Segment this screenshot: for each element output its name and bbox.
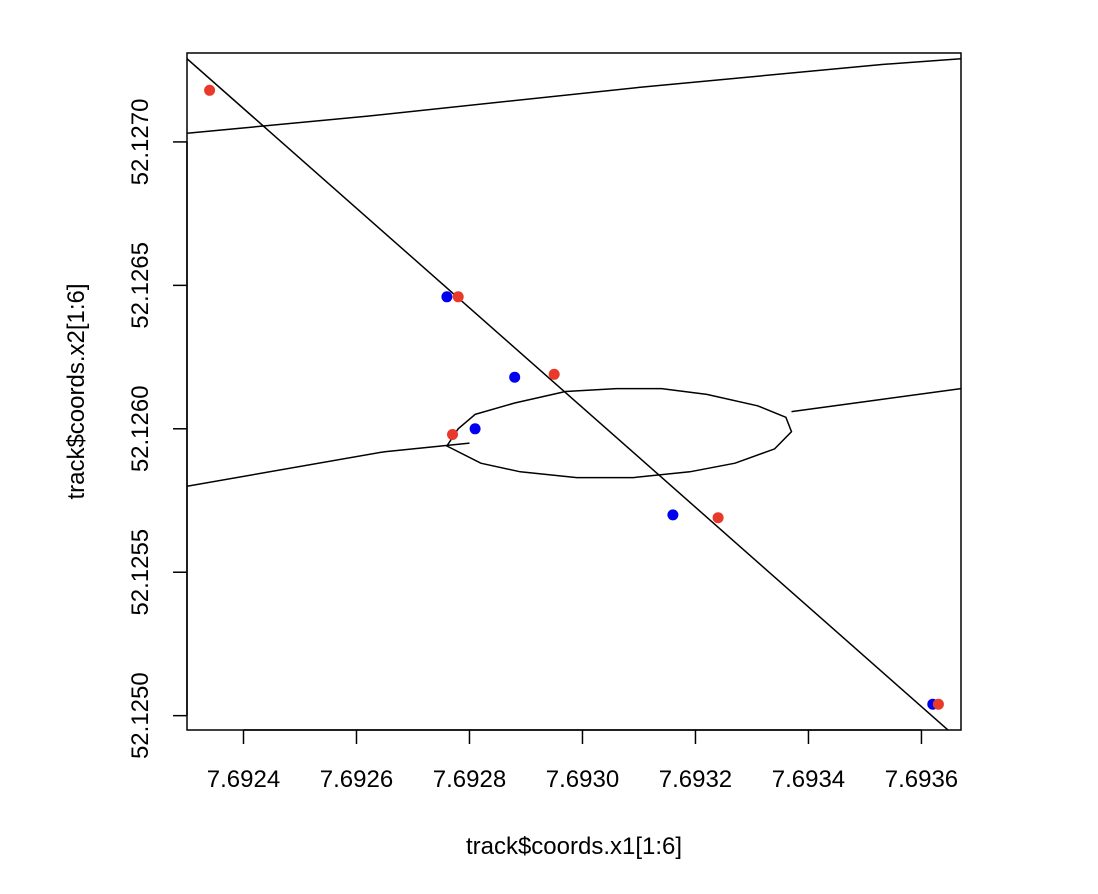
x-tick-label: 7.6932 <box>659 766 732 793</box>
x-tick-label: 7.6930 <box>546 766 619 793</box>
track-line-4 <box>791 387 961 413</box>
data-point-s2-2 <box>452 291 464 303</box>
y-tick-label: 52.1260 <box>127 385 154 472</box>
x-tick-label: 7.6928 <box>433 766 506 793</box>
y-tick-label: 52.1265 <box>127 242 154 329</box>
data-point-s1-2 <box>469 423 481 435</box>
points-layer <box>204 84 944 710</box>
x-axis-label: track$coords.x1[1:6] <box>466 833 682 860</box>
y-tick-label: 52.1250 <box>127 672 154 759</box>
data-point-s1-4 <box>667 509 679 521</box>
track-line-2 <box>187 57 961 135</box>
x-tick-label: 7.6934 <box>772 766 845 793</box>
y-axis: 52.1250 52.1255 52.1260 52.1265 52.1270 <box>127 99 188 759</box>
x-axis: 7.6924 7.6926 7.6928 7.6930 7.6932 7.6934 7.69… <box>207 729 958 793</box>
track-line-5 <box>445 387 793 479</box>
data-point-s2-1 <box>204 84 216 96</box>
data-point-s2-4 <box>447 429 458 440</box>
y-tick-label: 52.1255 <box>127 529 154 616</box>
y-tick-label: 52.1270 <box>127 99 154 186</box>
y-axis-label: track$coords.x2[1:6] <box>63 283 90 499</box>
data-point-s2-6 <box>932 698 944 710</box>
data-point-s2-5 <box>712 512 724 524</box>
data-point-s1-1 <box>441 291 453 303</box>
data-point-s1-3 <box>509 371 521 383</box>
x-tick-label: 7.6924 <box>207 766 280 793</box>
x-tick-label: 7.6926 <box>320 766 393 793</box>
track-line-1 <box>187 58 950 730</box>
x-tick-label: 7.6936 <box>885 766 958 793</box>
line-layer <box>187 57 961 730</box>
data-point-s2-3 <box>548 368 560 380</box>
track-line-3 <box>187 442 470 487</box>
